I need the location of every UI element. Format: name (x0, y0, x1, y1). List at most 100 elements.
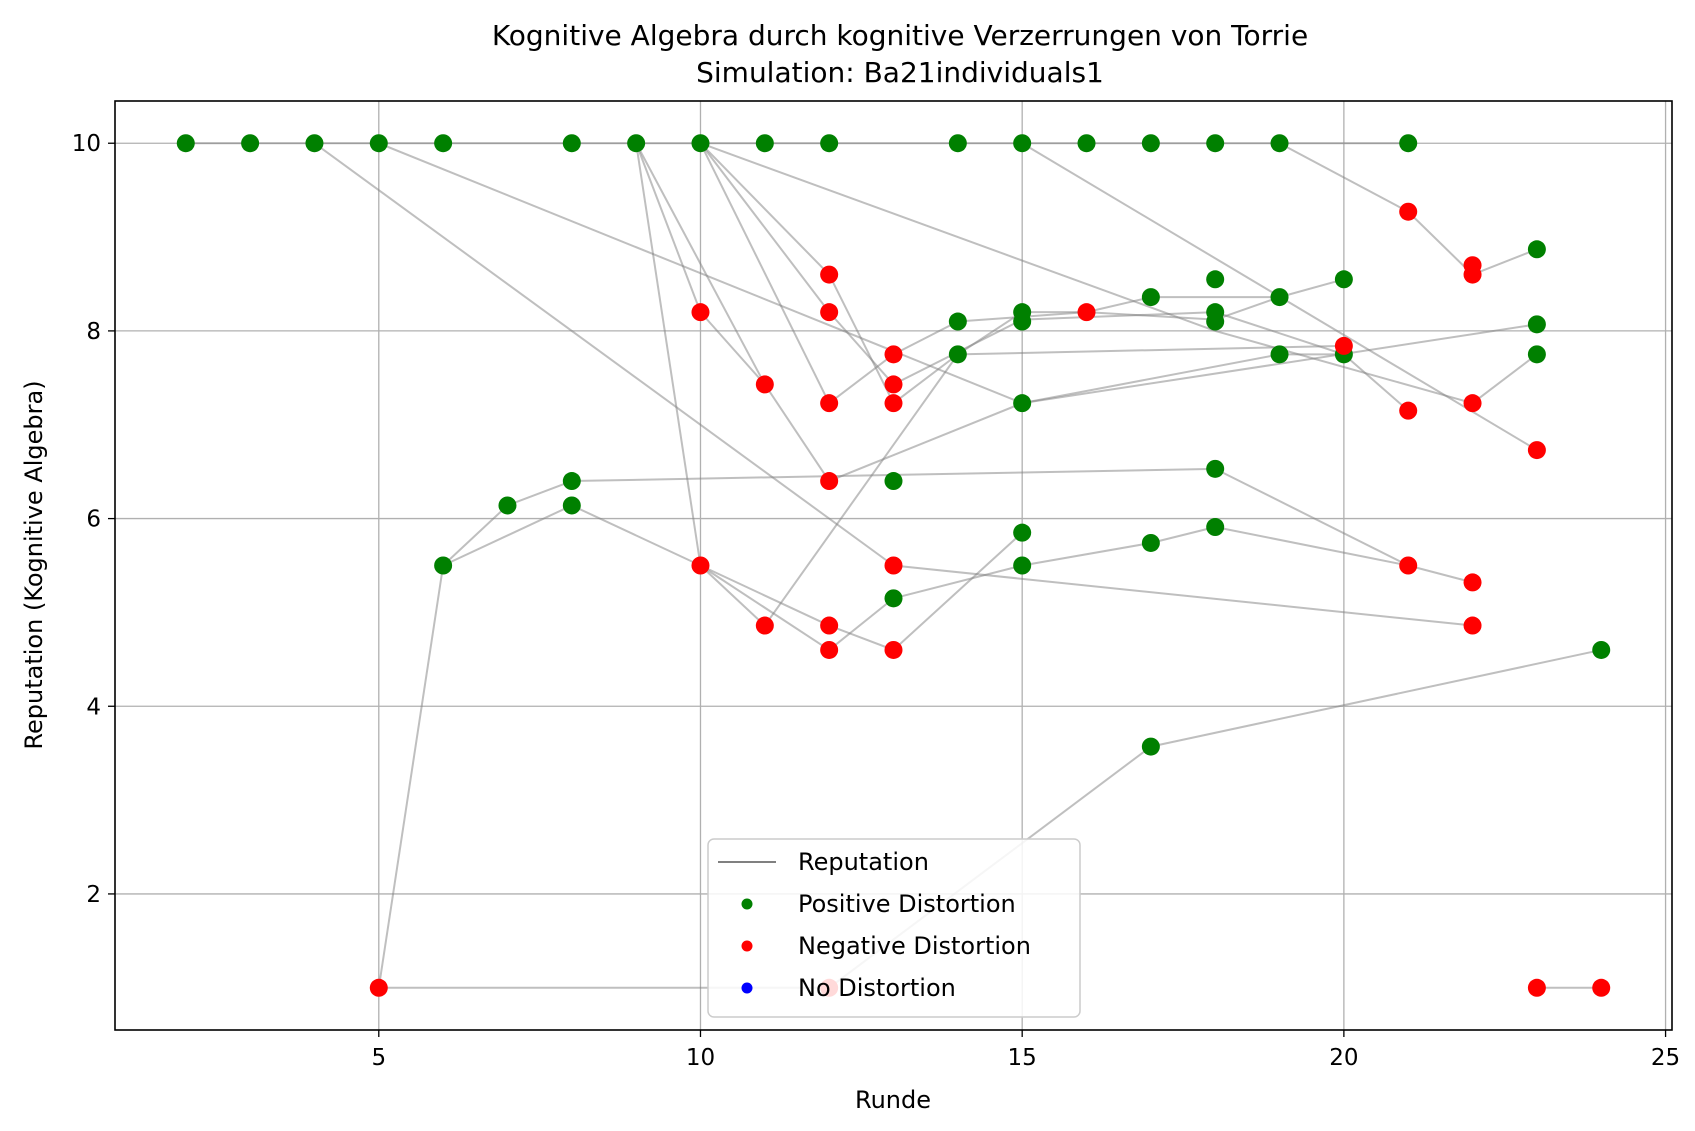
positive-distortion-point (1592, 640, 1611, 659)
positive-distortion-point (434, 134, 453, 153)
positive-distortion-point (562, 134, 581, 153)
reputation-segment (378, 142, 1023, 405)
x-tick-label: 15 (1008, 1045, 1037, 1071)
reputation-segment (828, 274, 895, 404)
negative-distortion-point (820, 303, 839, 322)
positive-distortion-point (1141, 737, 1160, 756)
positive-distortion-point (434, 556, 453, 575)
legend-marker-positive (741, 898, 753, 910)
positive-distortion-point (884, 589, 903, 608)
positive-distortion-point (820, 134, 839, 153)
positive-distortion-point (1270, 134, 1289, 153)
negative-distortion-point (1527, 441, 1546, 460)
positive-distortion-point (1206, 518, 1225, 537)
positive-distortion-point (1013, 134, 1032, 153)
reputation-segment (1150, 648, 1602, 748)
negative-distortion-point (369, 978, 388, 997)
negative-distortion-point (691, 303, 710, 322)
legend-label-negative: Negative Distortion (798, 932, 1031, 960)
positive-distortion-point (948, 312, 967, 331)
reputation-segment (313, 142, 895, 567)
reputation-segment (699, 311, 766, 386)
negative-distortion-point (1077, 303, 1096, 322)
reputation-segment (893, 564, 1023, 600)
positive-distortion-point (1399, 134, 1418, 153)
reputation-segment (1022, 541, 1152, 567)
x-tick-label: 20 (1329, 1045, 1358, 1071)
reputation-segment (1471, 353, 1538, 404)
positive-distortion-point (948, 345, 967, 364)
negative-distortion-point (820, 616, 839, 635)
x-tick-label: 25 (1651, 1045, 1680, 1071)
positive-distortion-point (627, 134, 646, 153)
negative-distortion-point (820, 472, 839, 491)
reputation-segment (442, 504, 509, 567)
negative-distortion-point (884, 394, 903, 413)
negative-distortion-point (1463, 573, 1482, 592)
positive-distortion-point (1013, 556, 1032, 575)
reputation-segment (1279, 278, 1345, 299)
reputation-segment (1086, 311, 1216, 321)
reputation-segment (1214, 526, 1409, 567)
positive-distortion-point (1013, 523, 1032, 542)
positive-distortion-point (1206, 134, 1225, 153)
negative-distortion-point (1463, 616, 1482, 635)
legend: Reputation Positive Distortion Negative … (707, 838, 1081, 1018)
y-axis-label: Reputation (Kognitive Algebra) (20, 380, 48, 749)
x-tick-label: 5 (371, 1045, 386, 1071)
reputation-segment (763, 383, 830, 482)
negative-distortion-point (1399, 202, 1418, 221)
negative-distortion-point (1334, 336, 1353, 355)
reputation-segment (1150, 526, 1216, 544)
positive-distortion-point (1527, 240, 1546, 259)
reputation-segment (635, 142, 766, 385)
positive-distortion-point (948, 134, 967, 153)
positive-distortion-point (1206, 459, 1225, 478)
reputation-segment (635, 142, 702, 313)
y-tick-label: 8 (86, 319, 101, 345)
legend-label-none: No Distortion (798, 974, 956, 1002)
legend-label-positive: Positive Distortion (798, 890, 1016, 918)
negative-distortion-point (884, 375, 903, 394)
negative-distortion-point (755, 616, 774, 635)
positive-distortion-point (1270, 288, 1289, 307)
reputation-segment (1472, 248, 1538, 276)
reputation-segment (571, 504, 701, 567)
reputation-segment (1022, 323, 1538, 405)
reputation-segment (700, 142, 1216, 332)
negative-distortion-point (1527, 978, 1546, 997)
y-tick-label: 2 (86, 882, 101, 908)
reputation-segment (699, 564, 766, 627)
plot-frame (114, 100, 1673, 1031)
x-tick-label: 10 (686, 1045, 715, 1071)
y-tick-label: 4 (86, 694, 101, 720)
positive-distortion-point (1527, 315, 1546, 334)
negative-distortion-point (884, 556, 903, 575)
y-axis-ticks: 2 4 6 8 10 (72, 131, 115, 908)
negative-distortion-point (820, 394, 839, 413)
legend-marker-negative (741, 940, 753, 952)
y-tick-label: 10 (72, 131, 101, 157)
positive-distortion-point (755, 134, 774, 153)
legend-label-reputation: Reputation (798, 848, 929, 876)
reputation-segment (1343, 353, 1409, 412)
reputation-segment (700, 564, 830, 627)
reputation-segment (892, 353, 959, 404)
x-axis-label: Runde (855, 1086, 931, 1114)
positive-distortion-point (1206, 312, 1225, 331)
reputation-segment (442, 504, 573, 567)
reputation-segment (377, 565, 445, 988)
positive-distortion-point (562, 472, 581, 491)
negative-distortion-point (1463, 394, 1482, 413)
negative-distortion-point (1399, 556, 1418, 575)
reputation-segment (828, 624, 894, 651)
y-tick-label: 6 (86, 507, 101, 533)
reputation-segment (699, 142, 830, 276)
reputation-segment (764, 353, 959, 627)
reputation-segment (828, 402, 1023, 482)
reputation-segment (1407, 564, 1473, 584)
reputation-segment (892, 531, 1023, 651)
reputation-segment (828, 597, 895, 651)
negative-distortion-point (1399, 401, 1418, 420)
